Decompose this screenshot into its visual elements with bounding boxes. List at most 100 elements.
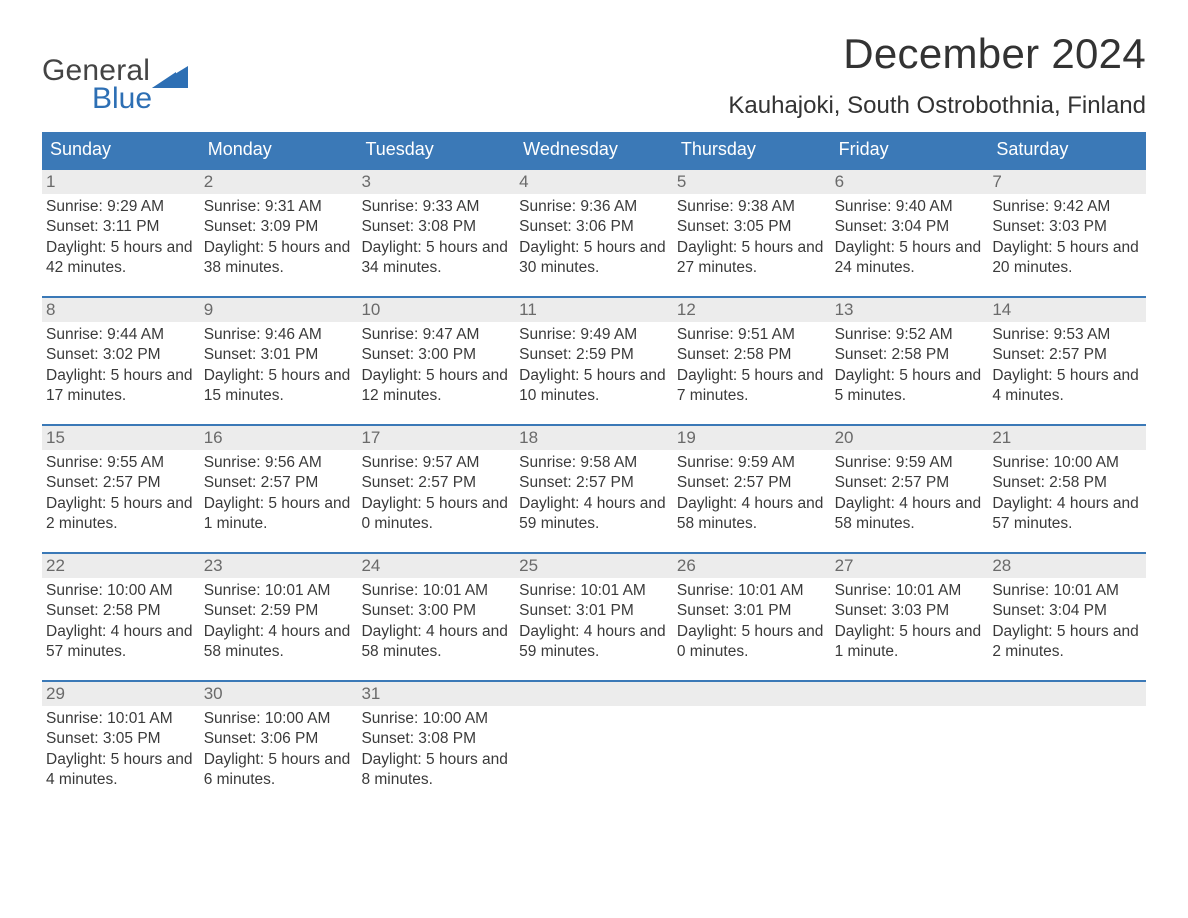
sunset-line: Sunset: 2:57 PM (519, 473, 667, 493)
day-number: 12 (673, 298, 831, 322)
detail-row: Sunrise: 9:29 AMSunset: 3:11 PMDaylight:… (42, 194, 1146, 282)
daylight-line: Daylight: 5 hours and 30 minutes. (519, 238, 667, 279)
daylight-line: Daylight: 4 hours and 58 minutes. (361, 622, 509, 663)
sunrise-line: Sunrise: 9:57 AM (361, 453, 509, 473)
daylight-line: Daylight: 5 hours and 2 minutes. (992, 622, 1140, 663)
calendar-week: 15161718192021Sunrise: 9:55 AMSunset: 2:… (42, 424, 1146, 538)
sunrise-line: Sunrise: 9:59 AM (677, 453, 825, 473)
daynum-row: 891011121314 (42, 298, 1146, 322)
sunrise-line: Sunrise: 9:40 AM (835, 197, 983, 217)
day-detail: Sunrise: 9:59 AMSunset: 2:57 PMDaylight:… (831, 450, 989, 538)
day-number: 17 (357, 426, 515, 450)
sunset-line: Sunset: 3:06 PM (519, 217, 667, 237)
day-number: 3 (357, 170, 515, 194)
day-detail: Sunrise: 9:44 AMSunset: 3:02 PMDaylight:… (42, 322, 200, 410)
day-detail: Sunrise: 9:46 AMSunset: 3:01 PMDaylight:… (200, 322, 358, 410)
sunrise-line: Sunrise: 10:01 AM (204, 581, 352, 601)
weekday-header: Wednesday (515, 132, 673, 168)
day-number: 27 (831, 554, 989, 578)
sunset-line: Sunset: 2:59 PM (204, 601, 352, 621)
day-number (515, 682, 673, 706)
daylight-line: Daylight: 5 hours and 7 minutes. (677, 366, 825, 407)
day-number: 16 (200, 426, 358, 450)
sunrise-line: Sunrise: 9:29 AM (46, 197, 194, 217)
day-detail: Sunrise: 9:36 AMSunset: 3:06 PMDaylight:… (515, 194, 673, 282)
day-number: 18 (515, 426, 673, 450)
weekday-header: Thursday (673, 132, 831, 168)
sunset-line: Sunset: 2:58 PM (677, 345, 825, 365)
weekday-header: Tuesday (357, 132, 515, 168)
sunset-line: Sunset: 2:59 PM (519, 345, 667, 365)
daynum-row: 15161718192021 (42, 426, 1146, 450)
day-number: 8 (42, 298, 200, 322)
day-detail (515, 706, 673, 794)
day-detail: Sunrise: 10:00 AMSunset: 3:06 PMDaylight… (200, 706, 358, 794)
detail-row: Sunrise: 9:55 AMSunset: 2:57 PMDaylight:… (42, 450, 1146, 538)
daynum-row: 22232425262728 (42, 554, 1146, 578)
sunset-line: Sunset: 3:05 PM (677, 217, 825, 237)
sunset-line: Sunset: 3:06 PM (204, 729, 352, 749)
weekday-header-row: Sunday Monday Tuesday Wednesday Thursday… (42, 132, 1146, 168)
daylight-line: Daylight: 4 hours and 58 minutes. (204, 622, 352, 663)
day-number: 21 (988, 426, 1146, 450)
sunset-line: Sunset: 3:04 PM (835, 217, 983, 237)
day-detail: Sunrise: 9:40 AMSunset: 3:04 PMDaylight:… (831, 194, 989, 282)
sunset-line: Sunset: 3:00 PM (361, 601, 509, 621)
day-detail: Sunrise: 10:00 AMSunset: 2:58 PMDaylight… (42, 578, 200, 666)
day-detail: Sunrise: 10:01 AMSunset: 3:04 PMDaylight… (988, 578, 1146, 666)
detail-row: Sunrise: 9:44 AMSunset: 3:02 PMDaylight:… (42, 322, 1146, 410)
sunrise-line: Sunrise: 10:01 AM (46, 709, 194, 729)
day-detail (831, 706, 989, 794)
sunrise-line: Sunrise: 10:01 AM (519, 581, 667, 601)
day-number: 29 (42, 682, 200, 706)
daylight-line: Daylight: 5 hours and 1 minute. (204, 494, 352, 535)
sunrise-line: Sunrise: 10:01 AM (677, 581, 825, 601)
sunrise-line: Sunrise: 10:00 AM (992, 453, 1140, 473)
sunrise-line: Sunrise: 9:58 AM (519, 453, 667, 473)
day-detail (673, 706, 831, 794)
day-number: 28 (988, 554, 1146, 578)
month-title: December 2024 (728, 30, 1146, 78)
sunrise-line: Sunrise: 9:46 AM (204, 325, 352, 345)
day-detail: Sunrise: 9:42 AMSunset: 3:03 PMDaylight:… (988, 194, 1146, 282)
sunset-line: Sunset: 3:08 PM (361, 729, 509, 749)
day-detail: Sunrise: 9:52 AMSunset: 2:58 PMDaylight:… (831, 322, 989, 410)
sunset-line: Sunset: 2:57 PM (204, 473, 352, 493)
daylight-line: Daylight: 5 hours and 5 minutes. (835, 366, 983, 407)
sunrise-line: Sunrise: 10:00 AM (46, 581, 194, 601)
brand-part2: Blue (92, 82, 188, 116)
daylight-line: Daylight: 5 hours and 10 minutes. (519, 366, 667, 407)
sunrise-line: Sunrise: 9:49 AM (519, 325, 667, 345)
calendar-week: 22232425262728Sunrise: 10:00 AMSunset: 2… (42, 552, 1146, 666)
day-number: 9 (200, 298, 358, 322)
header: General Blue December 2024 Kauhajoki, So… (42, 30, 1146, 120)
daylight-line: Daylight: 5 hours and 12 minutes. (361, 366, 509, 407)
sunrise-line: Sunrise: 9:59 AM (835, 453, 983, 473)
sunrise-line: Sunrise: 9:56 AM (204, 453, 352, 473)
day-detail: Sunrise: 9:51 AMSunset: 2:58 PMDaylight:… (673, 322, 831, 410)
sunrise-line: Sunrise: 9:33 AM (361, 197, 509, 217)
day-number: 22 (42, 554, 200, 578)
day-detail: Sunrise: 10:01 AMSunset: 3:01 PMDaylight… (515, 578, 673, 666)
daylight-line: Daylight: 5 hours and 1 minute. (835, 622, 983, 663)
day-number: 31 (357, 682, 515, 706)
daylight-line: Daylight: 5 hours and 24 minutes. (835, 238, 983, 279)
day-number: 14 (988, 298, 1146, 322)
day-detail: Sunrise: 9:53 AMSunset: 2:57 PMDaylight:… (988, 322, 1146, 410)
day-detail: Sunrise: 9:56 AMSunset: 2:57 PMDaylight:… (200, 450, 358, 538)
day-number: 19 (673, 426, 831, 450)
day-detail: Sunrise: 10:01 AMSunset: 3:01 PMDaylight… (673, 578, 831, 666)
daylight-line: Daylight: 4 hours and 58 minutes. (677, 494, 825, 535)
calendar: Sunday Monday Tuesday Wednesday Thursday… (42, 132, 1146, 794)
day-detail: Sunrise: 10:01 AMSunset: 3:03 PMDaylight… (831, 578, 989, 666)
day-detail: Sunrise: 9:33 AMSunset: 3:08 PMDaylight:… (357, 194, 515, 282)
day-number: 1 (42, 170, 200, 194)
day-detail: Sunrise: 10:01 AMSunset: 2:59 PMDaylight… (200, 578, 358, 666)
sunset-line: Sunset: 3:01 PM (519, 601, 667, 621)
weekday-header: Saturday (988, 132, 1146, 168)
daylight-line: Daylight: 5 hours and 6 minutes. (204, 750, 352, 791)
daylight-line: Daylight: 5 hours and 0 minutes. (677, 622, 825, 663)
day-detail: Sunrise: 10:01 AMSunset: 3:05 PMDaylight… (42, 706, 200, 794)
sunset-line: Sunset: 2:57 PM (361, 473, 509, 493)
sunrise-line: Sunrise: 9:51 AM (677, 325, 825, 345)
